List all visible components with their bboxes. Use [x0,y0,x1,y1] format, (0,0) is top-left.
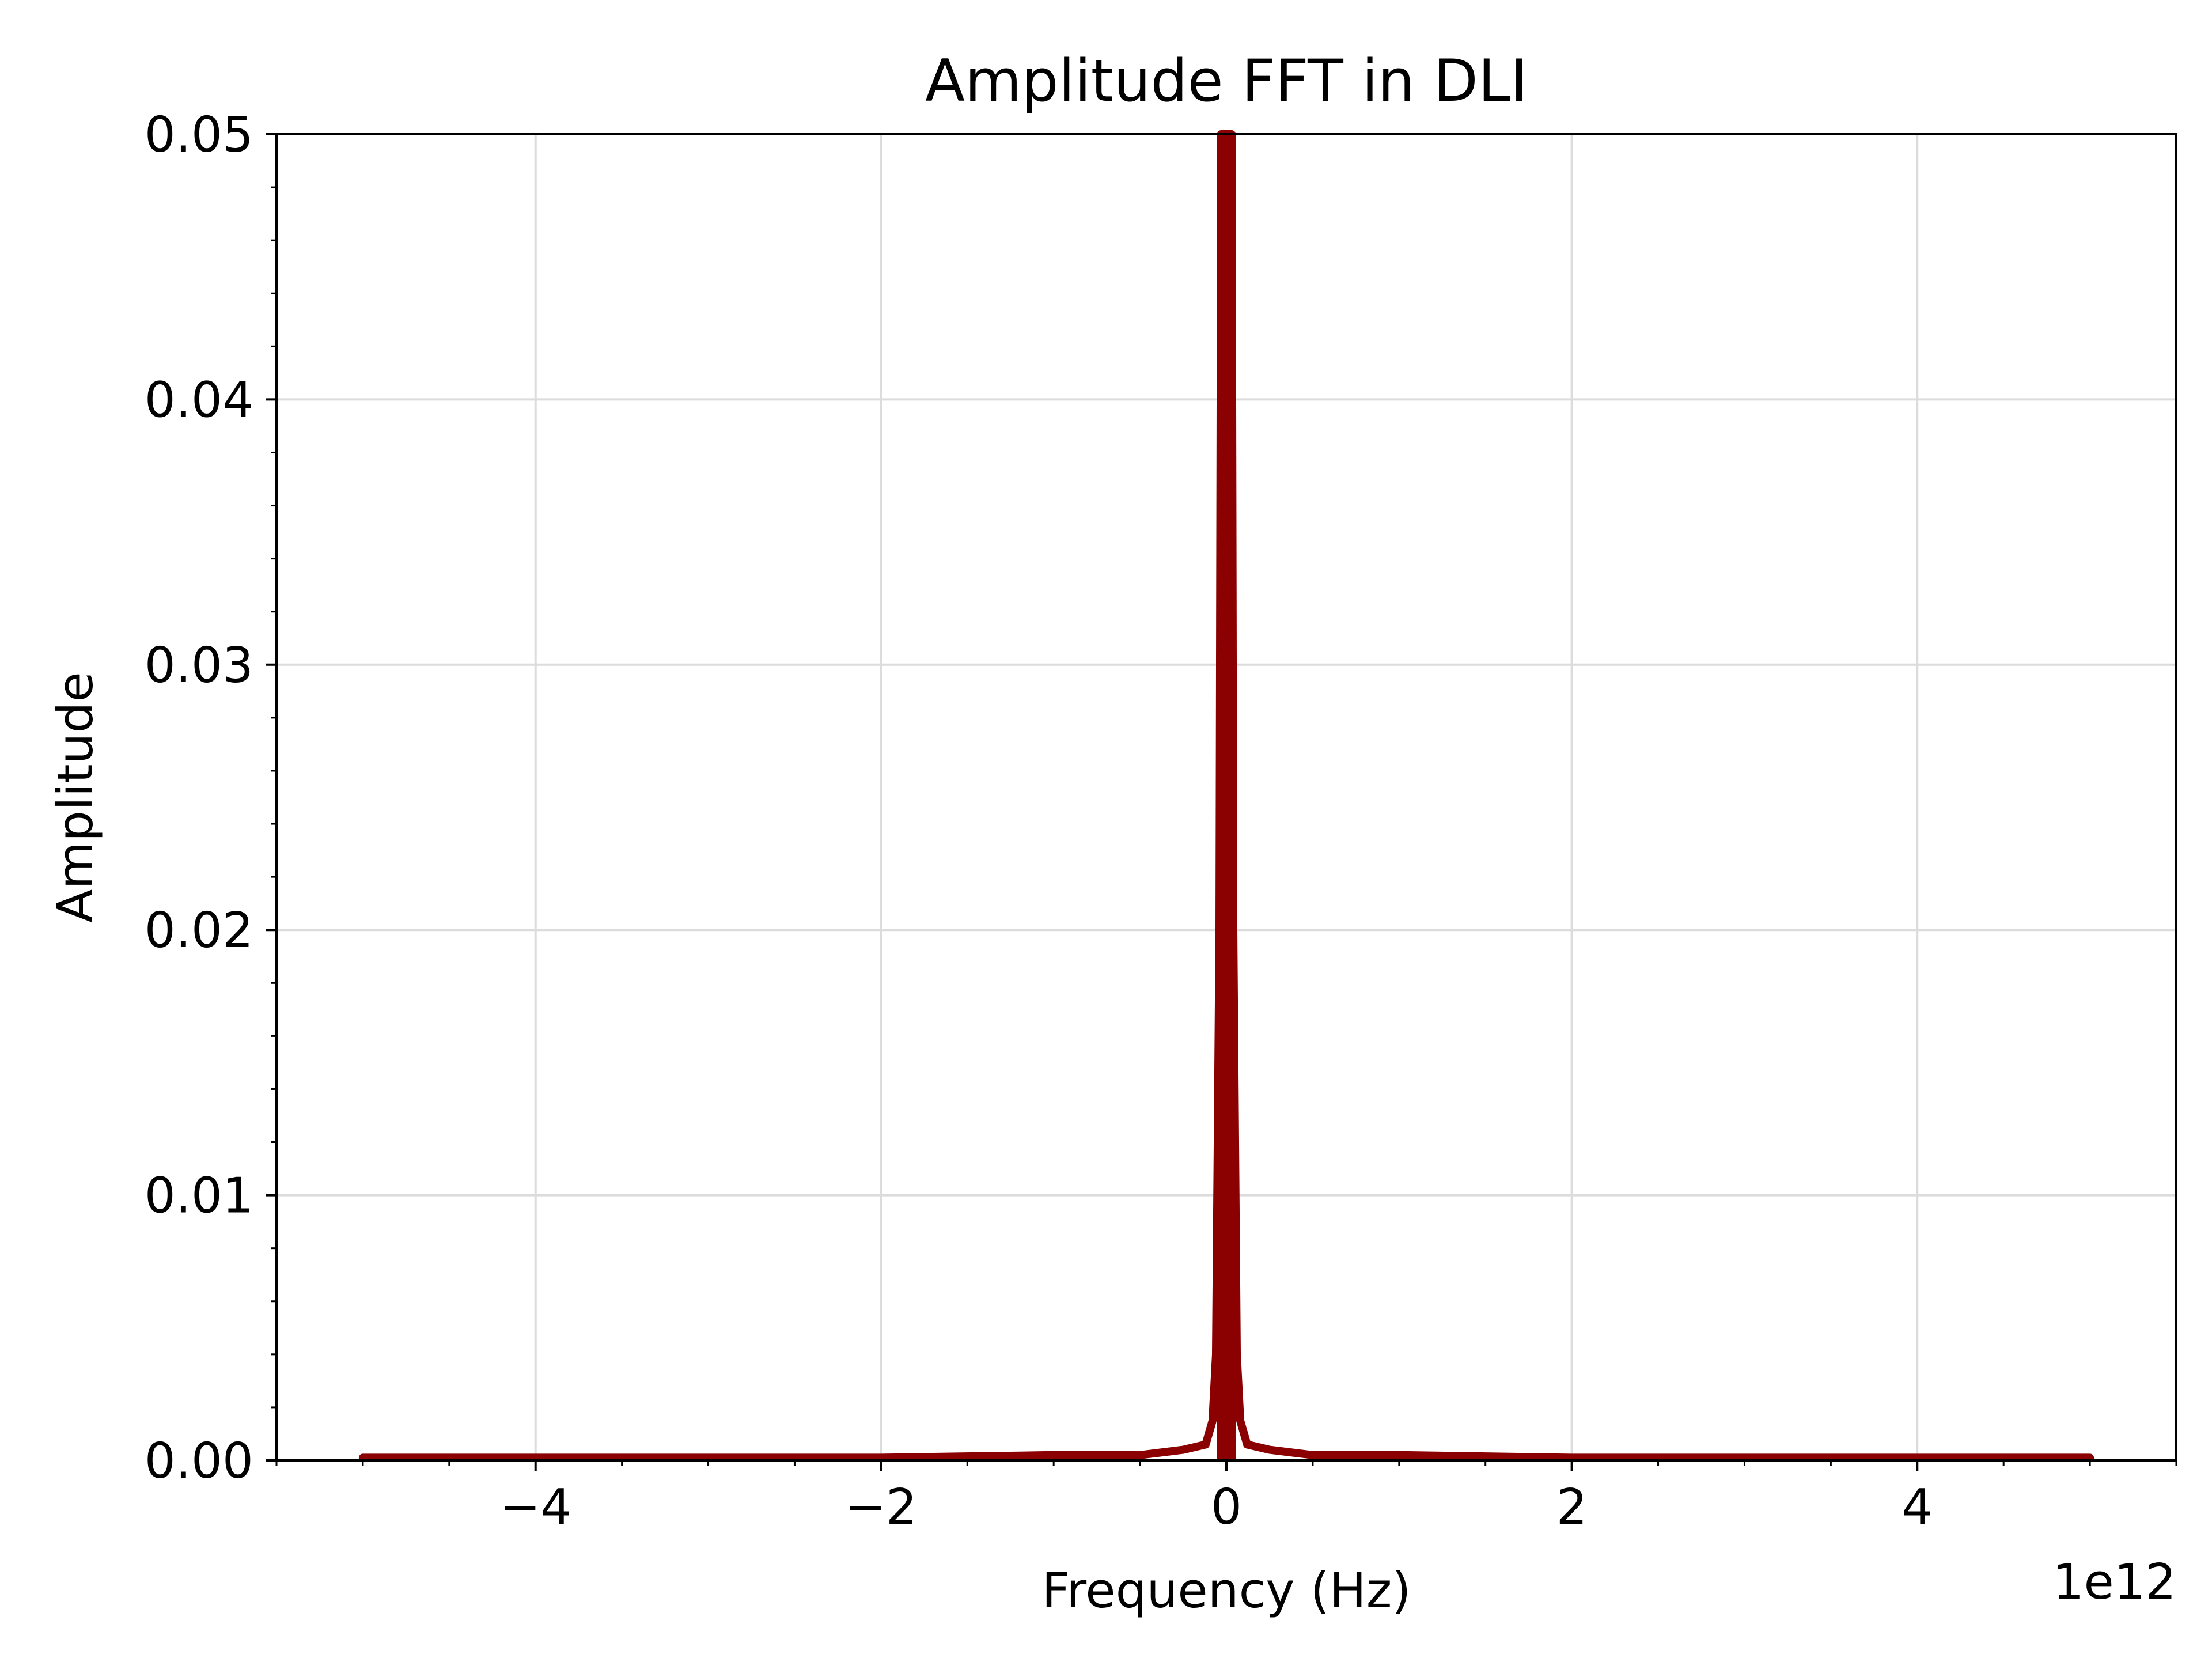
y-tick-label: 0.01 [145,1168,253,1225]
x-tick-label: 2 [1556,1479,1588,1536]
x-tick-label: 0 [1211,1479,1242,1536]
peak-band [1217,134,1236,1460]
x-offset-label: 1e12 [2052,1554,2176,1611]
x-axis-label: Frequency (Hz) [1042,1562,1411,1619]
y-tick-label: 0.03 [145,637,253,694]
x-tick-label: −2 [845,1479,917,1536]
axis-ticks: −4 −2 0 2 4 0.00 0.01 0.02 0.03 0.04 0.05 [145,107,2177,1536]
y-tick-label: 0.04 [145,372,253,429]
y-tick-label: 0.05 [145,107,253,164]
y-tick-label: 0.00 [145,1433,253,1490]
chart-title: Amplitude FFT in DLI [925,47,1528,115]
x-tick-label: −4 [499,1479,571,1536]
y-tick-label: 0.02 [145,902,253,959]
x-tick-label: 4 [1902,1479,1933,1536]
y-axis-label: Amplitude [47,672,104,923]
